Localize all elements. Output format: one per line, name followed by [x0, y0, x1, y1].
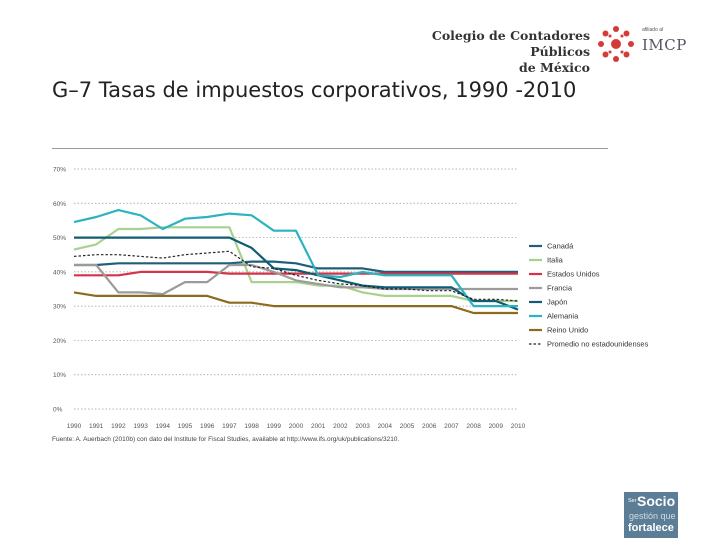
affiliate-caption: afiliado al: [642, 27, 664, 33]
x-tick-label: 2004: [378, 423, 393, 430]
series-line: [74, 263, 518, 296]
x-tick-label: 1999: [267, 423, 282, 430]
legend-label: Italia: [547, 256, 564, 265]
x-tick-label: 1995: [178, 423, 193, 430]
series-line: [74, 270, 518, 277]
x-tick-label: 2003: [355, 423, 370, 430]
x-tick-label: 2000: [289, 423, 304, 430]
title-divider: [52, 148, 608, 149]
series-lines: [73, 209, 519, 315]
legend-label: Canadá: [547, 242, 574, 251]
x-tick-label: 1998: [244, 423, 259, 430]
imcp-logo: IMCP: [642, 36, 687, 54]
y-tick-label: 30%: [53, 304, 66, 311]
badge-gestion: gestión que: [629, 511, 676, 521]
legend: Canadá Italia Estados Unidos Francia Japón Al…: [529, 242, 649, 349]
series-line: [73, 209, 518, 308]
source-note: Fuente: A. Auerbach (2010b) con dato del…: [52, 436, 399, 443]
legend-label: Reino Unido: [547, 326, 588, 335]
sun-logo-icon: [598, 26, 634, 62]
x-tick-label: 2010: [511, 423, 526, 430]
badge-ser: Ser: [628, 498, 637, 504]
x-tick-label: 1994: [156, 423, 171, 430]
y-tick-label: 0%: [53, 407, 63, 414]
y-tick-label: 50%: [53, 235, 66, 242]
org-name-line1: Colegio de Contadores Públicos: [431, 28, 590, 59]
x-tick-label: 2009: [489, 423, 504, 430]
x-tick-label: 1992: [111, 423, 126, 430]
x-tick-label: 2002: [333, 423, 348, 430]
legend-label: Estados Unidos: [547, 270, 600, 279]
x-tick-label: 1990: [67, 423, 82, 430]
slide-title: G–7 Tasas de impuestos corporativos, 199…: [52, 78, 577, 102]
org-name: Colegio de Contadores Públicos de México: [400, 28, 590, 76]
x-axis-ticks: 1990 1991 1992 1993 1994 1995 1996 1997 1998 1999…: [67, 423, 526, 430]
y-tick-label: 60%: [53, 201, 66, 208]
x-tick-label: 2006: [422, 423, 437, 430]
org-name-line2: de México: [519, 60, 590, 75]
x-tick-label: 1991: [89, 423, 104, 430]
x-tick-label: 1993: [133, 423, 148, 430]
legend-label: Japón: [547, 298, 567, 307]
legend-label: Alemania: [547, 312, 579, 321]
y-tick-label: 10%: [53, 372, 66, 379]
legend-label: Francia: [547, 284, 573, 293]
logo-header: Colegio de Contadores Públicos de México…: [420, 20, 710, 75]
x-tick-label: 2007: [444, 423, 459, 430]
y-tick-label: 70%: [53, 167, 66, 174]
x-tick-label: 2008: [466, 423, 481, 430]
y-tick-label: 20%: [53, 338, 66, 345]
series-line: [73, 250, 519, 302]
badge-socio: Socio: [637, 493, 676, 509]
series-line: [74, 236, 519, 311]
socio-badge: Ser Socio gestión que fortalece: [624, 492, 678, 538]
legend-label: Promedio no estadounidenses: [547, 340, 649, 349]
y-tick-label: 40%: [53, 269, 66, 276]
x-tick-label: 1996: [200, 423, 215, 430]
x-tick-label: 2001: [311, 423, 326, 430]
x-tick-label: 2005: [400, 423, 415, 430]
series-line: [73, 226, 518, 303]
series-line: [74, 260, 518, 273]
x-tick-label: 1997: [222, 423, 237, 430]
y-axis-ticks: 0% 10% 20% 30% 40% 50% 60% 70%: [53, 167, 66, 414]
series-line: [73, 291, 518, 315]
badge-fortalece: fortalece: [628, 522, 674, 534]
